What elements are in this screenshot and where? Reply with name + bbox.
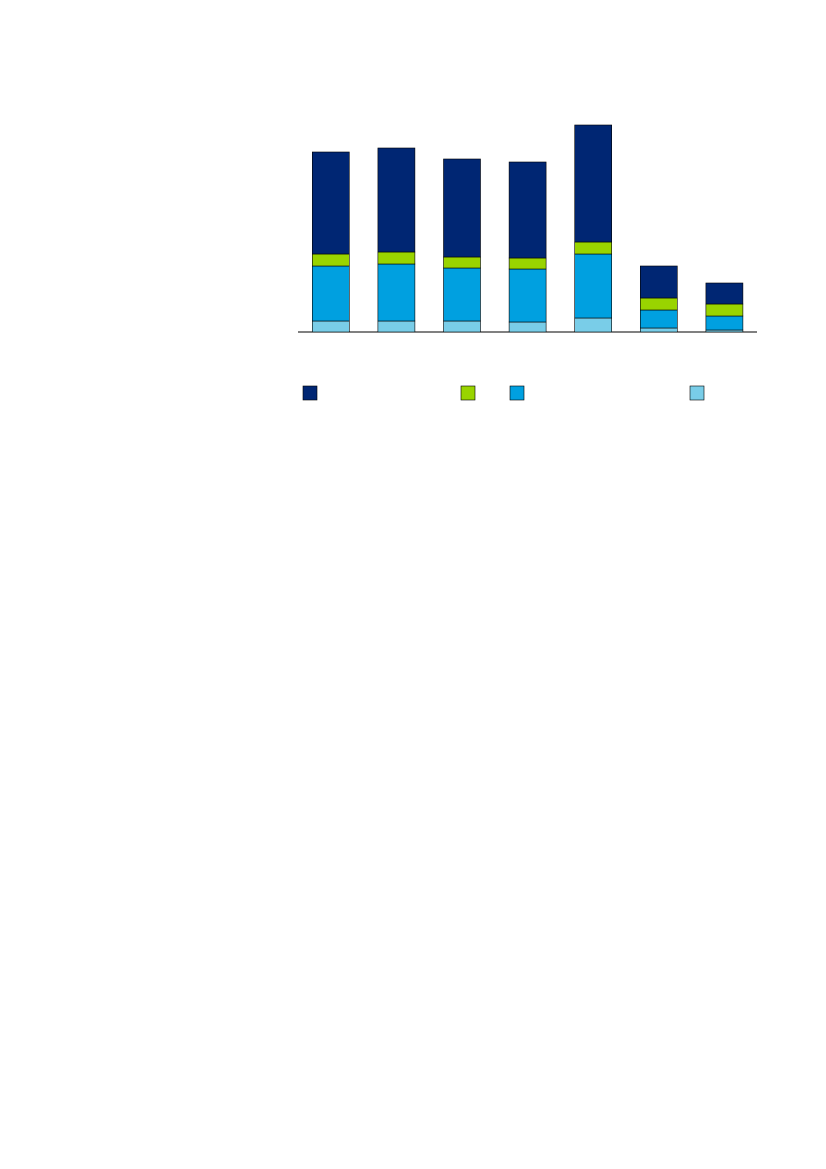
bar-segment bbox=[508, 268, 547, 323]
bar-segment bbox=[443, 320, 481, 333]
bar-segment bbox=[311, 151, 350, 255]
bar-segment bbox=[705, 303, 744, 317]
bar-segment bbox=[705, 315, 744, 331]
bar-segment bbox=[377, 147, 416, 253]
bar-segment bbox=[639, 265, 678, 299]
bar-segment bbox=[508, 257, 547, 270]
bar-segment bbox=[574, 241, 613, 255]
bar-segment bbox=[639, 309, 678, 329]
bar-segment bbox=[574, 317, 613, 333]
bar-segment bbox=[443, 267, 481, 322]
bar-segment bbox=[311, 320, 350, 333]
bar-segment bbox=[377, 251, 416, 265]
bar-segment bbox=[443, 256, 481, 269]
bar-segment bbox=[311, 253, 350, 267]
bar-segment bbox=[705, 282, 744, 305]
bar-segment bbox=[508, 161, 547, 259]
legend-swatch bbox=[460, 385, 476, 401]
bar-segment bbox=[574, 124, 613, 243]
bar-segment bbox=[639, 297, 678, 311]
bar-segment bbox=[443, 158, 481, 258]
legend-swatch bbox=[302, 385, 318, 401]
bar-segment bbox=[377, 320, 416, 333]
bar-segment bbox=[574, 253, 613, 319]
bar-segment bbox=[639, 327, 678, 333]
bar-segment bbox=[377, 263, 416, 322]
bar-segment bbox=[311, 265, 350, 322]
bar-segment bbox=[508, 321, 547, 333]
legend-swatch bbox=[509, 385, 525, 401]
legend-swatch bbox=[689, 385, 705, 401]
